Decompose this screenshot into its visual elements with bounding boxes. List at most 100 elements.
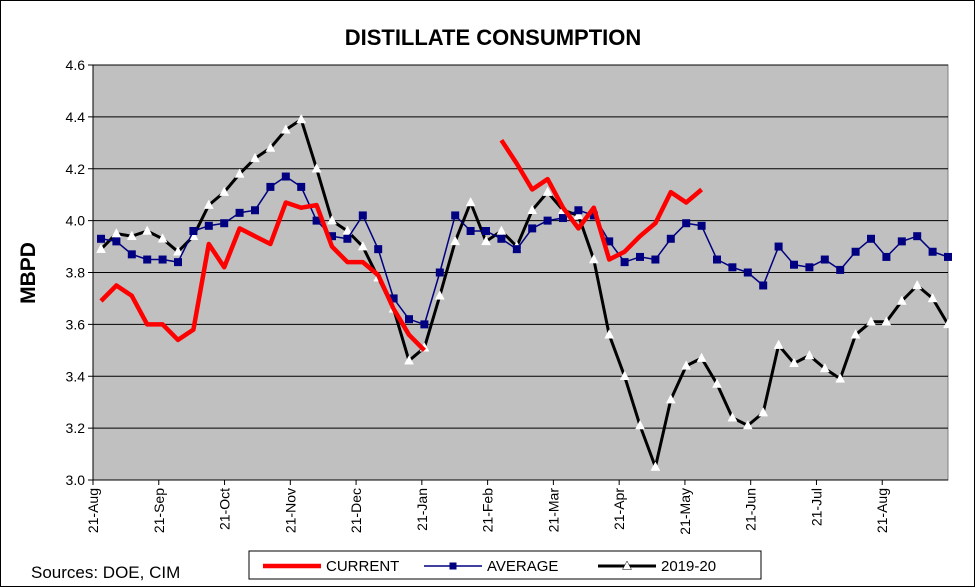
series-layer — [96, 113, 953, 471]
x-tick-label: 21-Apr — [611, 488, 627, 530]
average-point — [251, 206, 259, 215]
x-tick-label: 21-Aug — [85, 488, 101, 533]
legend-marker — [622, 560, 632, 570]
x-tick-label: 21-Aug — [874, 488, 890, 533]
y-tick-label: 3.6 — [66, 316, 86, 332]
2019-20-point — [927, 292, 938, 303]
x-tick-label: 21-Jul — [808, 488, 824, 526]
x-tick-label: 21-Oct — [217, 488, 233, 530]
average-point — [482, 227, 490, 235]
2019-20-point — [604, 329, 615, 339]
average-point — [559, 214, 567, 223]
x-tick-label: 21-Nov — [282, 488, 298, 533]
x-tick-label: 21-Feb — [480, 488, 496, 533]
legend: CURRENT AVERAGE 2019-20 — [248, 550, 762, 580]
average-point — [266, 182, 275, 191]
2019-20-point — [280, 124, 291, 134]
2019-20-point — [527, 204, 538, 214]
series-2019-20 — [96, 113, 953, 471]
2019-20-point — [142, 225, 153, 235]
average-point — [944, 252, 952, 261]
average-point — [867, 234, 875, 243]
2019-20-point — [696, 352, 707, 362]
2019-20-point — [835, 373, 846, 383]
average-point — [174, 258, 182, 267]
2019-20-point — [173, 246, 183, 256]
2019-20-point — [912, 279, 923, 290]
2019-20-point — [311, 163, 322, 173]
series-current — [99, 138, 704, 352]
2019-20-point — [434, 290, 445, 300]
2019-20-point — [126, 230, 137, 240]
average-point — [158, 255, 167, 264]
average-point — [512, 245, 521, 254]
average-point — [913, 232, 922, 241]
x-tick-label: 21-Sep — [151, 488, 167, 533]
average-point — [235, 208, 244, 217]
y-axis-label: MBPD — [17, 242, 40, 304]
legend-box — [248, 550, 762, 580]
average-point — [882, 252, 891, 261]
2019-20-point — [850, 329, 861, 339]
2019-20-point — [357, 241, 368, 251]
average-point — [420, 320, 429, 329]
average-point — [127, 250, 136, 259]
average-point — [697, 221, 706, 230]
series-line — [99, 138, 704, 352]
x-tick-label: 21-Jun — [743, 488, 759, 531]
2019-20-point — [203, 199, 214, 209]
average-point — [574, 206, 583, 215]
2019-20-point — [157, 233, 168, 243]
2019-20-point — [896, 295, 907, 305]
average-point — [466, 227, 475, 235]
y-tick-label: 4.4 — [66, 109, 86, 125]
2019-20-point — [650, 461, 661, 471]
2019-20-point — [804, 349, 815, 360]
legend-label: AVERAGE — [487, 558, 558, 575]
average-point — [374, 245, 383, 254]
2019-20-point — [481, 235, 491, 246]
average-point — [189, 227, 198, 235]
y-tick-label: 3.8 — [66, 265, 86, 281]
average-point — [435, 268, 444, 277]
average-point — [451, 211, 460, 220]
2019-20-point — [635, 419, 645, 430]
2019-20-point — [573, 209, 584, 220]
x-tick-label: 21-Jan — [414, 488, 430, 531]
average-point — [297, 182, 306, 191]
2019-20-point — [727, 412, 738, 422]
average-point — [728, 263, 737, 272]
average-point — [112, 237, 121, 246]
2019-20-point — [404, 355, 414, 365]
2019-20-point — [219, 186, 230, 196]
average-point — [312, 216, 321, 225]
x-tick-label: 21-May — [677, 488, 693, 535]
average-point — [636, 252, 644, 261]
2019-20-point — [327, 215, 337, 225]
average-point — [836, 265, 845, 274]
2019-20-point — [881, 316, 892, 326]
2019-20-point — [773, 339, 784, 349]
y-tick-label: 3.2 — [66, 420, 86, 436]
2019-20-point — [265, 142, 276, 152]
average-point — [928, 247, 937, 256]
2019-20-point — [681, 360, 692, 370]
average-point — [743, 268, 752, 277]
2019-20-point — [943, 318, 953, 329]
2019-20-point — [296, 113, 307, 124]
series-average — [97, 172, 952, 329]
average-point — [851, 247, 860, 256]
2019-20-point — [619, 370, 630, 380]
2019-20-point — [96, 243, 106, 253]
average-point — [281, 172, 290, 181]
x-tick-label: 21-Mar — [545, 488, 561, 533]
2019-20-point — [789, 357, 799, 368]
legend-entries: CURRENT AVERAGE 2019-20 — [263, 558, 716, 575]
legend-label: 2019-20 — [661, 558, 716, 575]
chart-title: DISTILLATE CONSUMPTION — [345, 25, 642, 50]
average-point — [774, 242, 783, 251]
average-point — [759, 281, 768, 290]
legend-label: CURRENT — [326, 558, 399, 575]
average-point — [528, 224, 537, 233]
